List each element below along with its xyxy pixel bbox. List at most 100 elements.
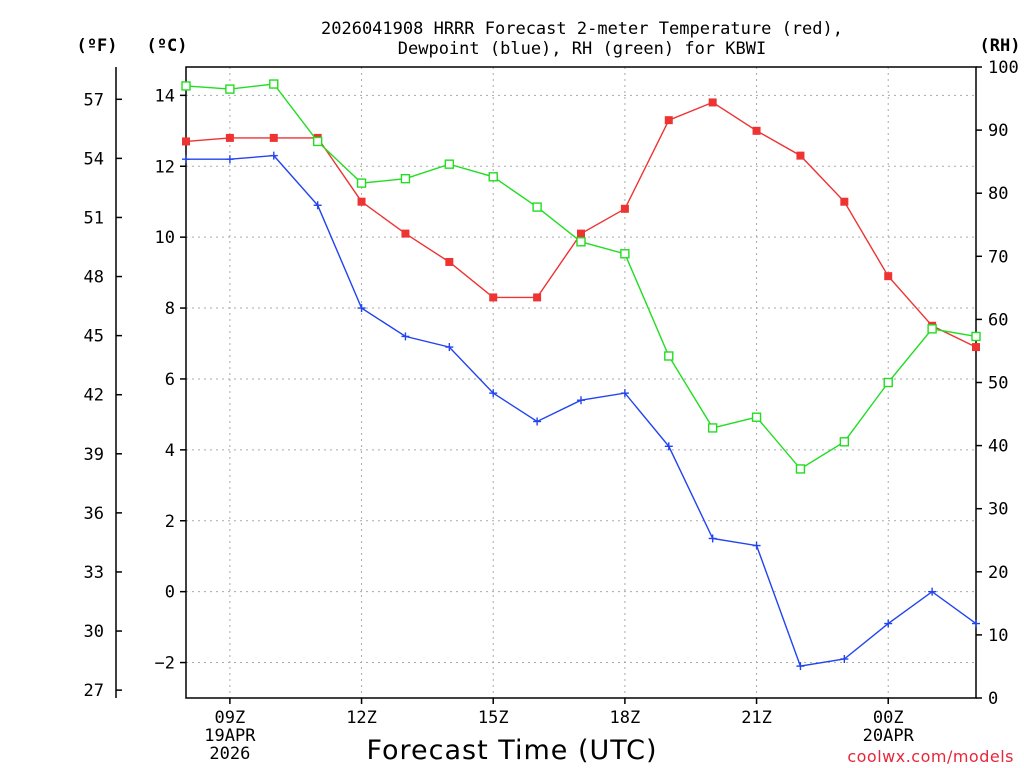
data-point	[401, 332, 410, 341]
data-point	[620, 204, 629, 213]
time-tick-label: 20APR	[863, 726, 915, 746]
data-point	[489, 389, 498, 398]
rh-tick-label: 20	[988, 563, 1008, 583]
data-point	[752, 126, 761, 135]
data-point	[796, 662, 805, 671]
celsius-axis: −2 0 2 4 6 8 10 12 14	[155, 86, 186, 674]
fahrenheit-tick-label: 27	[84, 681, 104, 701]
data-point	[972, 619, 980, 628]
data-point	[313, 201, 322, 210]
credit-text: coolwx.com/models	[847, 747, 1014, 766]
data-point	[577, 396, 585, 405]
data-point	[269, 133, 278, 142]
fahrenheit-tick-label: 51	[84, 208, 104, 228]
fahrenheit-axis: 27 30 33 36 39 42 45 48 51 54 57	[84, 90, 122, 701]
time-tick-label: 21Z	[741, 708, 772, 728]
data-point	[927, 324, 937, 334]
data-point	[751, 412, 762, 422]
data-point	[357, 197, 366, 206]
rh-unit-label: (RH)	[980, 36, 1021, 56]
data-point	[928, 587, 937, 596]
data-point	[488, 172, 498, 182]
data-point	[357, 304, 366, 313]
data-point	[707, 423, 718, 433]
time-tick-label: 12Z	[346, 708, 377, 728]
data-point	[752, 541, 761, 550]
data-point	[489, 293, 498, 302]
plot-frame	[185, 66, 977, 699]
data-point	[620, 389, 629, 398]
data-point	[182, 155, 190, 164]
fahrenheit-tick-label: 54	[84, 149, 104, 169]
data-point	[883, 377, 893, 388]
series-layer	[181, 79, 981, 671]
data-point	[401, 229, 410, 238]
rh-tick-label: 70	[988, 247, 1008, 267]
chart-title: 2026041908 HRRR Forecast 2-meter Tempera…	[321, 19, 843, 39]
rh-axis: 0 10 20 30 40 50 60 70 80 90 100	[976, 58, 1019, 709]
x-axis-label: Forecast Time (UTC)	[366, 735, 657, 766]
data-point	[620, 249, 630, 259]
data-point	[269, 151, 278, 160]
data-point	[444, 159, 455, 169]
fahrenheit-tick-label: 33	[84, 563, 104, 583]
data-point	[839, 437, 850, 447]
data-point	[356, 178, 367, 188]
celsius-tick-label: 14	[155, 86, 175, 106]
series-relative-humidity	[181, 79, 981, 474]
data-point	[972, 343, 980, 352]
data-point	[664, 116, 673, 125]
celsius-unit-label: (ºC)	[147, 36, 188, 56]
data-point	[445, 257, 454, 266]
data-point	[445, 343, 454, 352]
data-point	[532, 202, 542, 212]
celsius-tick-label: 8	[165, 299, 175, 319]
rh-tick-label: 0	[988, 689, 998, 709]
data-point	[576, 237, 586, 247]
data-point	[400, 173, 411, 184]
fahrenheit-tick-label: 57	[84, 90, 104, 110]
series-line	[185, 101, 977, 348]
time-tick-label: 09Z	[215, 708, 246, 728]
data-point	[312, 136, 323, 147]
rh-tick-label: 90	[988, 121, 1008, 141]
series-line	[185, 83, 977, 470]
fahrenheit-unit-label: (ºF)	[77, 36, 118, 56]
data-point	[533, 293, 542, 302]
data-point	[664, 442, 673, 451]
rh-tick-label: 30	[988, 500, 1008, 520]
data-point	[225, 155, 234, 164]
data-point	[840, 197, 849, 206]
data-point	[577, 229, 585, 238]
celsius-tick-label: 6	[165, 370, 175, 390]
series-temperature	[182, 98, 980, 352]
data-point	[225, 133, 234, 142]
chart-title-line-2: Dewpoint (blue), RH (green) for KBWI	[398, 39, 766, 59]
fahrenheit-tick-label: 36	[84, 504, 104, 524]
data-point	[796, 151, 805, 160]
time-tick-label: 00Z	[873, 708, 904, 728]
data-point	[664, 351, 674, 361]
time-tick-label: 19APR	[204, 726, 256, 746]
data-point	[708, 534, 717, 543]
celsius-tick-label: 0	[165, 583, 175, 603]
time-tick-label: 18Z	[610, 708, 641, 728]
fahrenheit-tick-label: 48	[84, 268, 104, 288]
data-point	[971, 331, 981, 342]
rh-tick-label: 60	[988, 310, 1008, 330]
time-tick-label: 2026	[209, 744, 250, 764]
rh-tick-label: 40	[988, 437, 1008, 457]
rh-tick-label: 80	[988, 184, 1008, 204]
data-point	[884, 272, 893, 281]
rh-tick-label: 10	[988, 626, 1008, 646]
fahrenheit-tick-label: 39	[84, 445, 104, 465]
data-point	[269, 79, 279, 89]
rh-tick-label: 100	[988, 58, 1019, 78]
celsius-tick-label: 2	[165, 512, 175, 532]
rh-tick-label: 50	[988, 374, 1008, 394]
gridlines	[186, 67, 976, 698]
fahrenheit-tick-label: 30	[84, 622, 104, 642]
data-point	[840, 655, 849, 664]
